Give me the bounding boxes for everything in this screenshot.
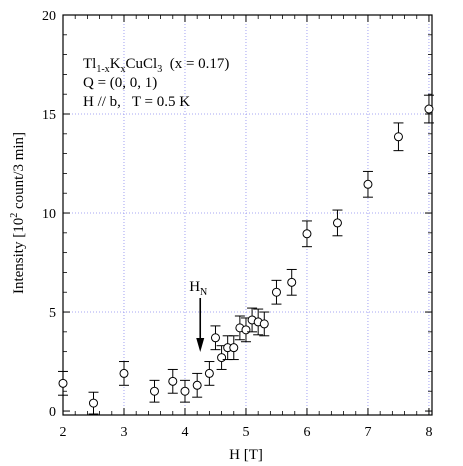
data-point bbox=[393, 122, 404, 152]
point-marker bbox=[168, 376, 178, 386]
marker-label-sub: N bbox=[200, 287, 207, 298]
point-marker bbox=[259, 319, 269, 329]
x-tick-label: 6 bbox=[303, 425, 310, 440]
data-point bbox=[423, 94, 434, 124]
data-point bbox=[204, 361, 215, 386]
marker-label-main: H bbox=[189, 279, 200, 295]
y-axis-title: Intensity [102 count/3 min] bbox=[9, 132, 27, 294]
marker-label: HN bbox=[189, 279, 207, 298]
point-marker bbox=[241, 325, 251, 335]
x-tick-label: 3 bbox=[120, 425, 127, 440]
annotation-line-1: Tl1-xKxCuCl3 (x = 0.17) bbox=[83, 56, 229, 75]
formula-k: K bbox=[110, 56, 121, 72]
point-marker bbox=[58, 378, 68, 388]
point-marker bbox=[424, 104, 434, 114]
point-marker bbox=[332, 218, 342, 228]
point-marker bbox=[302, 229, 312, 239]
point-marker bbox=[149, 386, 159, 396]
x-tick-label: 4 bbox=[181, 425, 188, 440]
data-point bbox=[332, 209, 343, 237]
x-tick-label: 8 bbox=[425, 425, 432, 440]
y-tick-label: 0 bbox=[49, 405, 56, 420]
data-point bbox=[301, 220, 312, 248]
data-point bbox=[118, 361, 129, 386]
point-marker bbox=[180, 386, 190, 396]
formula-tl: Tl bbox=[83, 56, 96, 72]
data-point bbox=[271, 279, 282, 305]
y-tick-label: 10 bbox=[42, 207, 56, 222]
formula-k-sub: x bbox=[121, 64, 126, 75]
data-point bbox=[286, 268, 297, 296]
data-point bbox=[259, 311, 270, 337]
grid-lines bbox=[63, 15, 432, 415]
annotation-line-3: H // b, T = 0.5 K bbox=[83, 94, 190, 110]
x-axis-title: H [T] bbox=[229, 447, 263, 463]
data-point bbox=[228, 335, 239, 361]
data-point bbox=[58, 370, 68, 396]
point-marker bbox=[204, 368, 214, 378]
y-tick-label: 15 bbox=[42, 108, 56, 123]
data-point bbox=[167, 368, 178, 394]
data-point bbox=[149, 379, 160, 403]
formula-cucl: CuCl bbox=[126, 56, 158, 72]
annotation-line-2: Q = (0, 0, 1) bbox=[83, 75, 157, 91]
marker-arrow-head bbox=[196, 338, 205, 352]
y-axis-title-sup: 2 bbox=[9, 213, 20, 218]
x-tick-label: 7 bbox=[364, 425, 371, 440]
data-point bbox=[362, 170, 373, 198]
data-point bbox=[192, 372, 203, 398]
marker-hn: HN bbox=[189, 279, 207, 352]
point-marker bbox=[192, 380, 202, 390]
data-point bbox=[88, 391, 99, 415]
tick-labels: 2 3 4 5 6 7 8 0 5 10 15 20 bbox=[42, 9, 432, 440]
data-point bbox=[179, 379, 190, 403]
point-marker bbox=[393, 132, 403, 142]
point-marker bbox=[363, 179, 373, 189]
data-points bbox=[58, 94, 434, 415]
point-marker bbox=[217, 353, 227, 363]
point-marker bbox=[229, 343, 239, 353]
y-tick-label: 20 bbox=[42, 9, 56, 24]
y-axis-title-suffix: count/3 min] bbox=[11, 132, 27, 213]
y-tick-label: 5 bbox=[49, 306, 56, 321]
axes bbox=[62, 14, 433, 416]
point-marker bbox=[210, 333, 220, 343]
y-axis-title-prefix: Intensity [10 bbox=[11, 218, 27, 294]
point-marker bbox=[88, 398, 98, 408]
formula-cucl-sub: 3 bbox=[157, 64, 162, 75]
plot-frame bbox=[62, 14, 433, 416]
annotation-block: Tl1-xKxCuCl3 (x = 0.17) Q = (0, 0, 1) H … bbox=[83, 56, 229, 110]
point-marker bbox=[287, 277, 297, 287]
data-point bbox=[210, 325, 221, 351]
formula-tl-sub: 1-x bbox=[96, 64, 109, 75]
formula-composition: (x = 0.17) bbox=[162, 56, 229, 72]
x-tick-label: 2 bbox=[60, 425, 67, 440]
point-marker bbox=[271, 287, 281, 297]
x-tick-label: 5 bbox=[242, 425, 249, 440]
point-marker bbox=[119, 368, 129, 378]
